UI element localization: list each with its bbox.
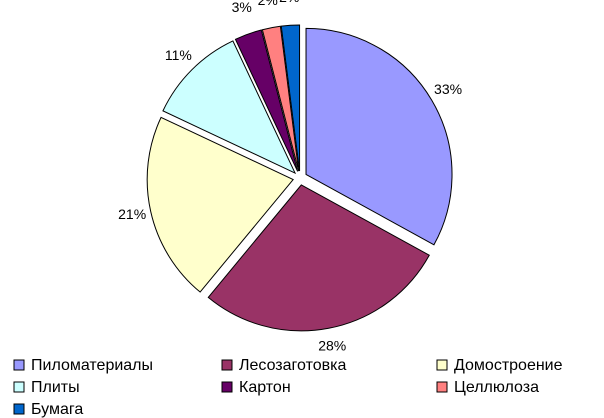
legend-label: Плиты (31, 379, 80, 396)
pie-slice (207, 184, 430, 332)
legend-label: Пиломатериалы (31, 357, 153, 374)
data-label: 28% (318, 338, 346, 354)
legend-swatch (436, 359, 448, 371)
pie-slice (280, 24, 301, 172)
legend-label: Картон (239, 379, 291, 396)
pie-slice (234, 29, 299, 172)
data-label: 21% (118, 206, 146, 222)
pie-slice (261, 25, 300, 172)
data-label: 33% (434, 81, 462, 97)
legend-swatch (13, 403, 25, 415)
legend-swatch (436, 381, 448, 393)
pie-slice (146, 116, 294, 293)
data-label: 3% (232, 0, 252, 15)
legend-label: Бумага (31, 401, 83, 418)
legend-label: Домостроение (454, 357, 563, 374)
legend-swatch (13, 381, 25, 393)
pie-slice (305, 27, 453, 246)
legend-label: Целлюлоза (454, 379, 539, 396)
legend-label: Лесозаготовка (239, 357, 346, 374)
legend-swatch (221, 359, 233, 371)
legend-swatch (13, 359, 25, 371)
data-label: 2% (258, 0, 278, 8)
data-label: 11% (165, 47, 192, 63)
legend-swatch (221, 381, 233, 393)
pie-slice (162, 40, 297, 175)
data-label: 2% (279, 0, 299, 5)
